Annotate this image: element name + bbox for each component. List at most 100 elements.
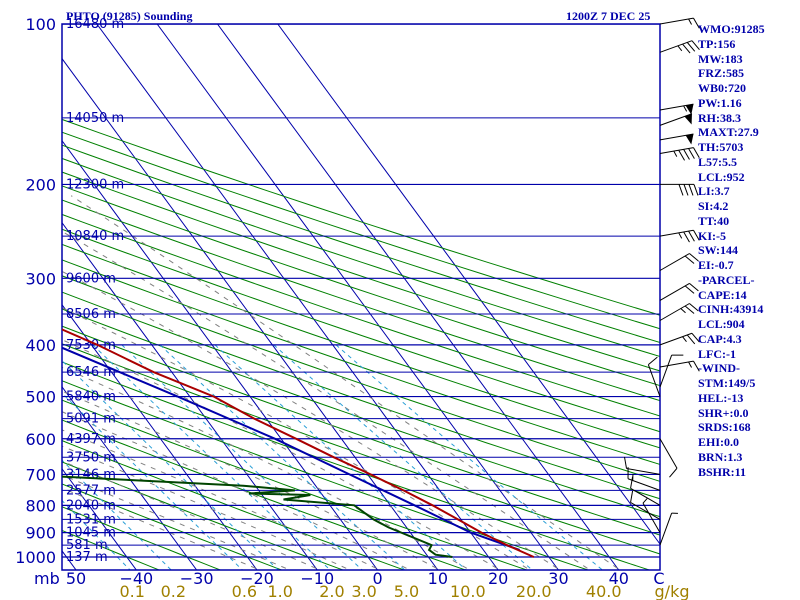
index-item: SI:4.2	[698, 199, 729, 213]
height-label: 8506 m	[66, 307, 116, 322]
temperature-tick-label: −30	[180, 569, 214, 588]
wind-barb	[659, 17, 700, 29]
index-item: SHR+:0.0	[698, 405, 749, 420]
index-item: L57:5.5	[698, 154, 737, 169]
dry-adiabat	[62, 291, 660, 500]
wind-barb	[659, 103, 694, 115]
pressure-unit-label: mb	[34, 569, 60, 588]
index-item: SRDS:168	[698, 420, 751, 435]
mixing-ratio-label: 0.6	[232, 582, 257, 600]
dry-adiabat	[62, 144, 660, 343]
mixing-ratio-line	[62, 359, 280, 570]
wind-barb	[647, 356, 661, 397]
wind-barb	[630, 476, 661, 506]
height-label: 4397 m	[66, 432, 116, 447]
index-item: LCL:904	[698, 317, 745, 331]
mixing-ratio-label: 40.0	[586, 582, 622, 600]
wind-barb	[642, 498, 661, 533]
temperature-tick-label: 30	[548, 569, 568, 588]
index-item: FRZ:585	[698, 66, 744, 81]
pressure-tick-label: 500	[25, 388, 56, 407]
mixing-ratio-label: 0.2	[161, 582, 186, 600]
dry-adiabat	[62, 259, 660, 465]
index-item: HEL:-13	[698, 390, 744, 405]
wind-barb	[659, 354, 684, 388]
temperature-tick-label: −40	[119, 569, 153, 588]
mixing-ratio-line	[121, 344, 363, 570]
index-item: -WIND-	[698, 361, 740, 376]
moist-adiabat	[62, 429, 377, 569]
index-item: TH:5703	[698, 140, 744, 154]
height-label: 12300 m	[66, 177, 124, 192]
index-item: MAXT:27.9	[698, 125, 759, 140]
wind-barb	[659, 40, 700, 54]
isotherm	[62, 385, 198, 570]
height-label: 3146 m	[66, 467, 116, 482]
mixing-ratio-label: 0.1	[119, 582, 144, 600]
wind-barb	[659, 332, 700, 346]
height-label: 2577 m	[66, 483, 116, 498]
height-label: 5091 m	[66, 412, 116, 427]
pressure-tick-label: 800	[25, 496, 56, 515]
index-item: BSHR:11	[698, 464, 747, 479]
pressure-tick-label: 100	[25, 15, 56, 34]
temperature-unit-label: C	[653, 569, 664, 588]
wind-barb	[660, 183, 699, 196]
dry-adiabat	[62, 325, 660, 536]
wind-barb	[659, 360, 700, 372]
pressure-tick-label: 400	[25, 336, 56, 355]
wind-barb	[623, 456, 661, 475]
index-item: RH:38.3	[698, 110, 741, 125]
pressure-tick-label: 1000	[15, 548, 56, 567]
temperature-tick-label: 50	[66, 569, 86, 588]
wind-barb	[659, 438, 678, 478]
dewpoint-trace	[62, 475, 453, 558]
mixing-ratio-label: 10.0	[450, 582, 486, 600]
index-item: LI:3.7	[698, 184, 730, 199]
height-label: 6546 m	[66, 365, 116, 380]
index-item: CAPE:14	[698, 287, 747, 302]
pressure-tick-label: 200	[25, 175, 56, 194]
temperature-tick-label: −10	[300, 569, 334, 588]
height-label: 9600 m	[66, 271, 116, 286]
isotherm	[62, 139, 378, 570]
wind-barb	[659, 253, 699, 271]
index-item: PW:1.16	[698, 95, 742, 110]
isotherm	[217, 24, 620, 570]
isotherm	[62, 303, 258, 570]
temperature-tick-label: 0	[372, 569, 382, 588]
wind-barb	[630, 490, 661, 520]
mixing-ratio-label: 20.0	[516, 582, 552, 600]
isotherm	[62, 467, 137, 570]
index-item: SW:144	[698, 243, 739, 258]
dry-adiabat	[62, 131, 660, 330]
dry-adiabat	[62, 185, 660, 387]
dry-adiabat	[62, 440, 406, 570]
moist-adiabat	[70, 195, 618, 569]
height-label: 3750 m	[66, 450, 116, 465]
mixing-ratio-label: 2.0	[319, 582, 344, 600]
temperature-tick-label: 40	[609, 569, 629, 588]
temperature-tick-label: −20	[240, 569, 274, 588]
index-item: CINH:43914	[698, 302, 764, 317]
height-label: 137 m	[66, 550, 108, 565]
index-item: BRN:1.3	[698, 449, 743, 464]
index-item: KI:-5	[698, 228, 726, 243]
height-label: 2040 m	[66, 498, 116, 513]
dry-adiabat	[62, 275, 660, 482]
wind-barb	[659, 303, 699, 321]
index-item: CAP:4.3	[698, 331, 742, 346]
dry-adiabat	[62, 199, 660, 402]
dry-adiabat	[62, 243, 660, 449]
index-item: TP:156	[698, 36, 736, 51]
height-label: 7530 m	[66, 338, 116, 353]
isotherm	[96, 24, 499, 570]
isotherm	[0, 24, 16, 570]
temperature-trace	[62, 328, 535, 558]
index-item: LCL:952	[698, 169, 745, 184]
isotherm	[277, 24, 660, 545]
indices-panel: WMO:91285 TP:156 MW:183 FRZ:585 WB0:720 PW:1.…	[698, 22, 798, 479]
isotherm	[62, 550, 77, 570]
isotherm	[156, 24, 559, 570]
